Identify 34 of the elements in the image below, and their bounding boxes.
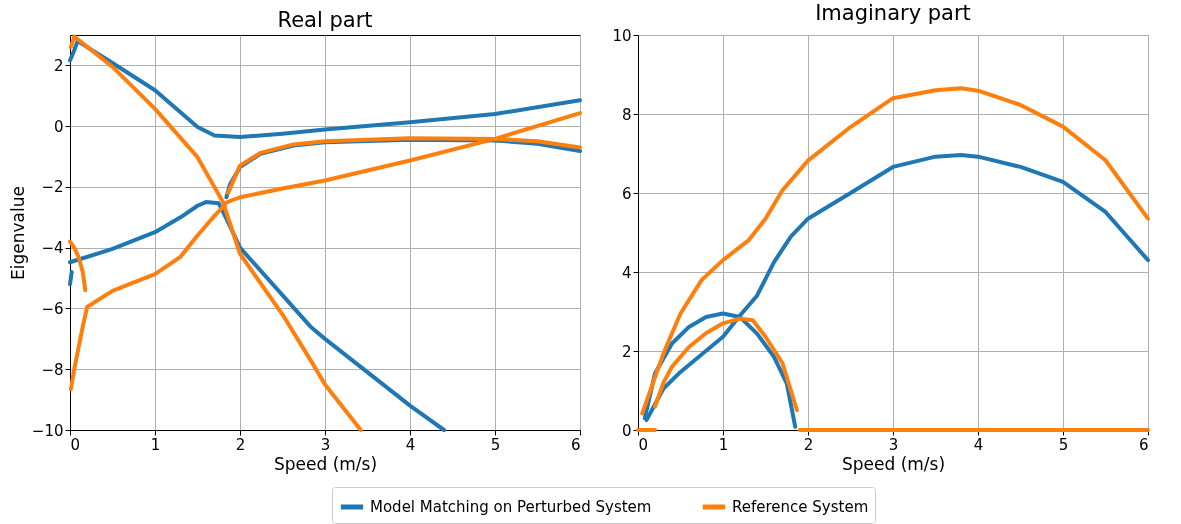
y-axis-title: Eigenvalue xyxy=(7,186,28,280)
chart-title: Real part xyxy=(277,7,373,32)
y-tick-label: −6 xyxy=(41,299,64,318)
y-tick-label: 2 xyxy=(53,56,64,75)
y-tick-label: 4 xyxy=(621,263,632,282)
x-tick-label: 6 xyxy=(570,435,581,454)
chart-title: Imaginary part xyxy=(815,1,971,25)
y-tick-label: −2 xyxy=(41,178,64,197)
x-tick-label: 2 xyxy=(803,435,814,454)
y-tick-label: 2 xyxy=(621,342,632,361)
y-tick-label: −4 xyxy=(41,239,64,258)
x-tick-label: 5 xyxy=(1058,435,1069,454)
y-tick-label: 0 xyxy=(53,117,64,136)
x-axis-title: Speed (m/s) xyxy=(273,453,378,474)
x-tick-label: 1 xyxy=(150,435,161,454)
x-tick-label: 4 xyxy=(405,435,416,454)
x-tick-label: 0 xyxy=(638,435,649,454)
x-tick-label: 3 xyxy=(320,435,331,454)
legend-label: Reference System xyxy=(732,498,869,516)
y-tick-label: −10 xyxy=(31,421,64,440)
legend-label: Model Matching on Perturbed System xyxy=(370,498,652,516)
x-tick-label: 1 xyxy=(718,435,729,454)
x-tick-label: 4 xyxy=(973,435,984,454)
x-tick-label: 6 xyxy=(1138,435,1149,454)
y-tick-label: 8 xyxy=(621,105,632,124)
y-tick-label: −8 xyxy=(41,360,64,379)
y-tick-label: 0 xyxy=(621,421,632,440)
x-axis-title: Speed (m/s) xyxy=(841,453,946,474)
x-tick-label: 3 xyxy=(888,435,899,454)
x-tick-label: 0 xyxy=(70,435,81,454)
x-tick-label: 2 xyxy=(235,435,246,454)
x-tick-label: 5 xyxy=(490,435,501,454)
y-tick-label: 6 xyxy=(621,184,632,203)
y-tick-label: 10 xyxy=(612,26,632,45)
